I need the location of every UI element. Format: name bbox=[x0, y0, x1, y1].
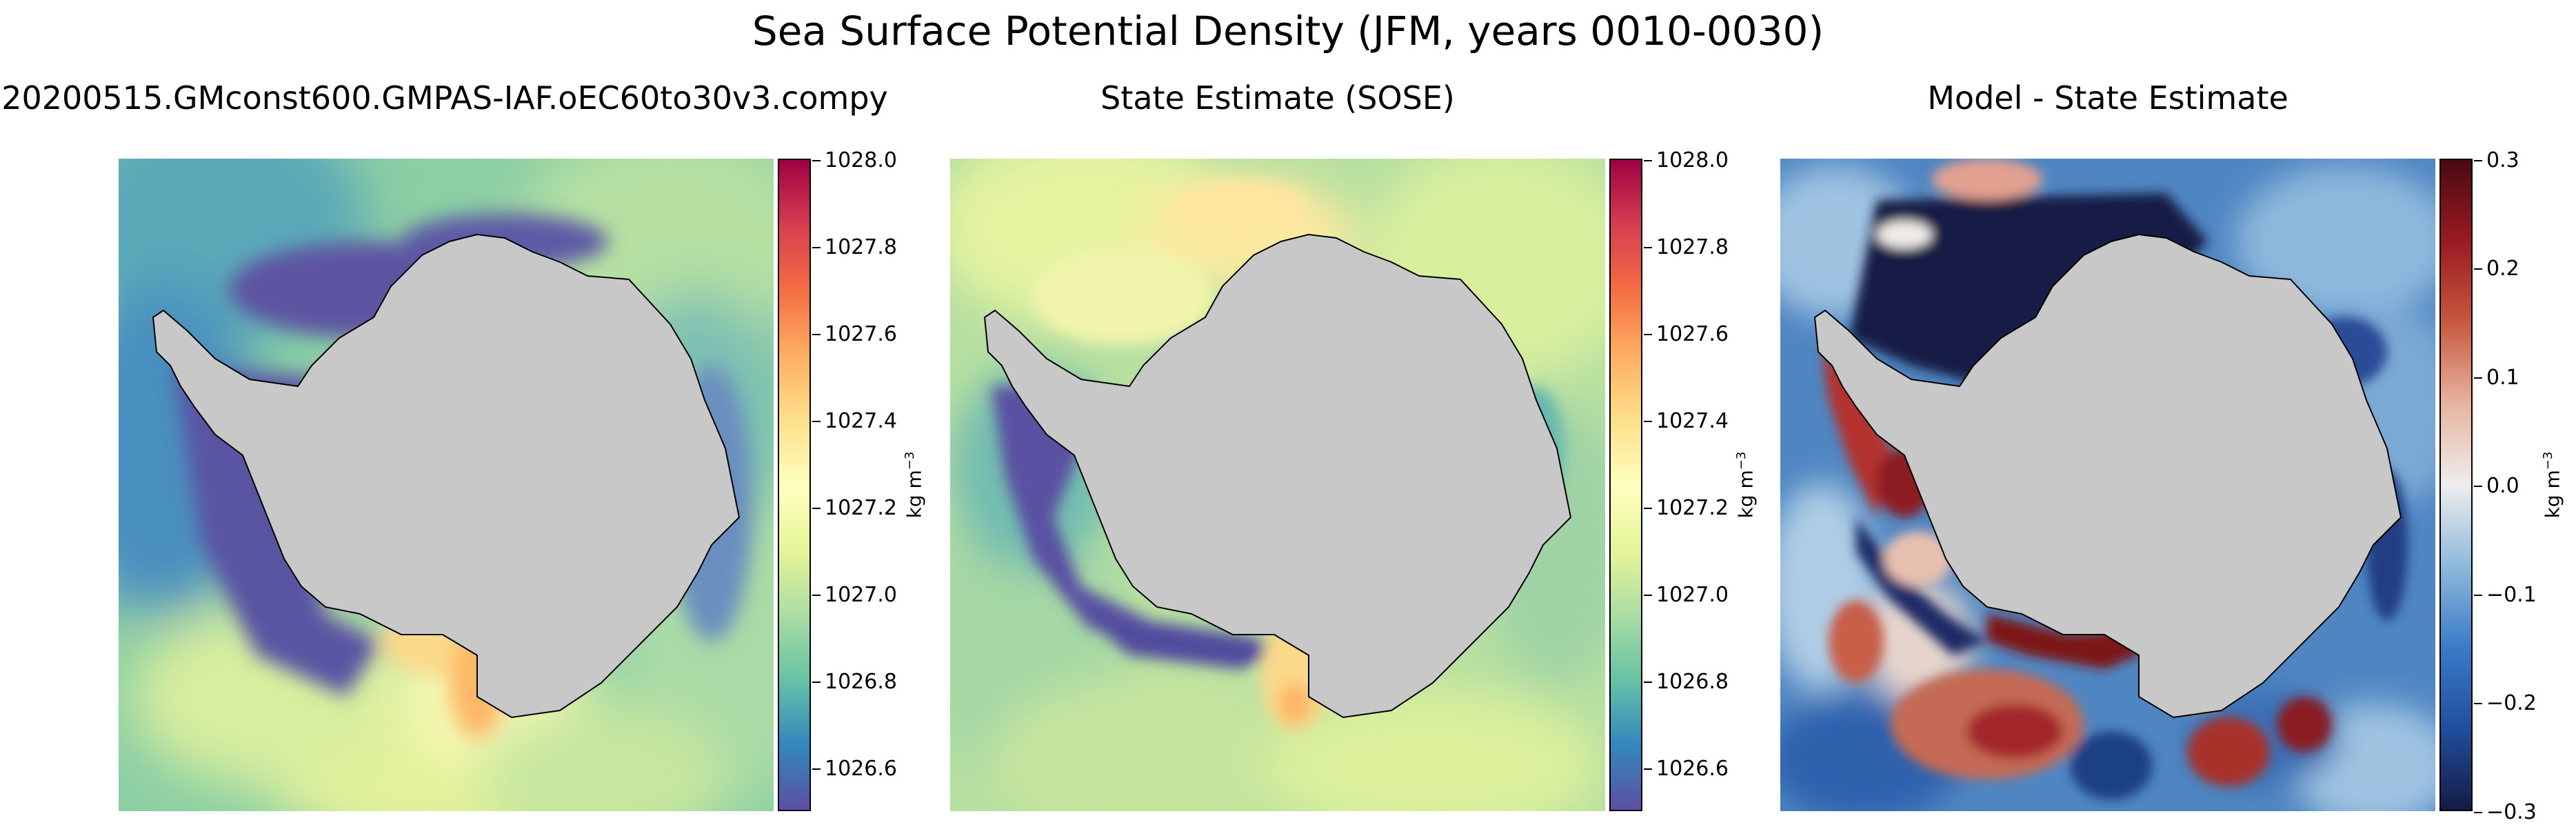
panel-1-land bbox=[152, 233, 741, 719]
cb2-tick: 1027.8 bbox=[1644, 234, 1729, 261]
cb1-label-exp: −3 bbox=[903, 451, 917, 470]
cb3-tick: 0.2 bbox=[2474, 255, 2519, 283]
panel-1-colorbar-label: kg m−3 bbox=[898, 437, 926, 533]
cb3-tick: −0.1 bbox=[2474, 581, 2537, 609]
cb1-label-main: kg m bbox=[903, 470, 926, 519]
panel-2-colorbar bbox=[1609, 159, 1642, 811]
panel-3-land bbox=[1813, 233, 2402, 719]
cb1-tick: 1027.8 bbox=[812, 234, 897, 261]
cb1-tick: 1027.2 bbox=[812, 495, 897, 522]
cb3-tick: 0.0 bbox=[2474, 472, 2519, 500]
cb2-tick: 1026.6 bbox=[1644, 755, 1729, 783]
cb1-tick: 1027.0 bbox=[812, 581, 897, 609]
panel-2-map bbox=[950, 159, 1605, 811]
cb2-tick: 1027.4 bbox=[1644, 408, 1729, 435]
panel-1-map bbox=[119, 159, 774, 811]
panel-3-map-svg bbox=[1780, 159, 2435, 811]
cb3-tick: 0.1 bbox=[2474, 364, 2519, 392]
panel-2-land bbox=[983, 233, 1572, 719]
panel-1-map-svg bbox=[119, 159, 774, 811]
cb2-tick: 1027.0 bbox=[1644, 581, 1729, 609]
cb3-tick: −0.3 bbox=[2474, 799, 2537, 826]
figure-suptitle: Sea Surface Potential Density (JFM, year… bbox=[752, 8, 1824, 54]
panel-1-colorbar bbox=[778, 159, 811, 811]
cb2-label-exp: −3 bbox=[1734, 451, 1749, 470]
cb1-tick: 1027.6 bbox=[812, 321, 897, 348]
cb1-tick: 1027.4 bbox=[812, 408, 897, 435]
cb1-tick: 1026.6 bbox=[812, 755, 897, 783]
cb2-tick: 1028.0 bbox=[1644, 147, 1729, 175]
cb3-tick: 0.3 bbox=[2474, 147, 2519, 175]
panel-3-map bbox=[1780, 159, 2435, 811]
cb3-label-main: kg m bbox=[2541, 470, 2564, 519]
cb1-tick: 1028.0 bbox=[812, 147, 897, 175]
panel-2-map-svg bbox=[950, 159, 1605, 811]
cb2-label-main: kg m bbox=[1734, 470, 1758, 519]
panel-3-colorbar bbox=[2439, 159, 2473, 811]
panel-3-title: Model - State Estimate bbox=[1927, 79, 2288, 117]
panel-2-title: State Estimate (SOSE) bbox=[1100, 79, 1455, 117]
cb3-tick: −0.2 bbox=[2474, 690, 2537, 717]
cb2-tick: 1027.6 bbox=[1644, 321, 1729, 348]
cb1-tick: 1026.8 bbox=[812, 668, 897, 696]
cb2-tick: 1027.2 bbox=[1644, 495, 1729, 522]
panel-1-title: 20200515.GMconst600.GMPAS-IAF.oEC60to30v… bbox=[1, 79, 888, 117]
panel-3-colorbar-label: kg m−3 bbox=[2537, 437, 2564, 533]
cb3-label-exp: −3 bbox=[2541, 451, 2555, 470]
panel-2-colorbar-label: kg m−3 bbox=[1730, 437, 1757, 533]
cb2-tick: 1026.8 bbox=[1644, 668, 1729, 696]
